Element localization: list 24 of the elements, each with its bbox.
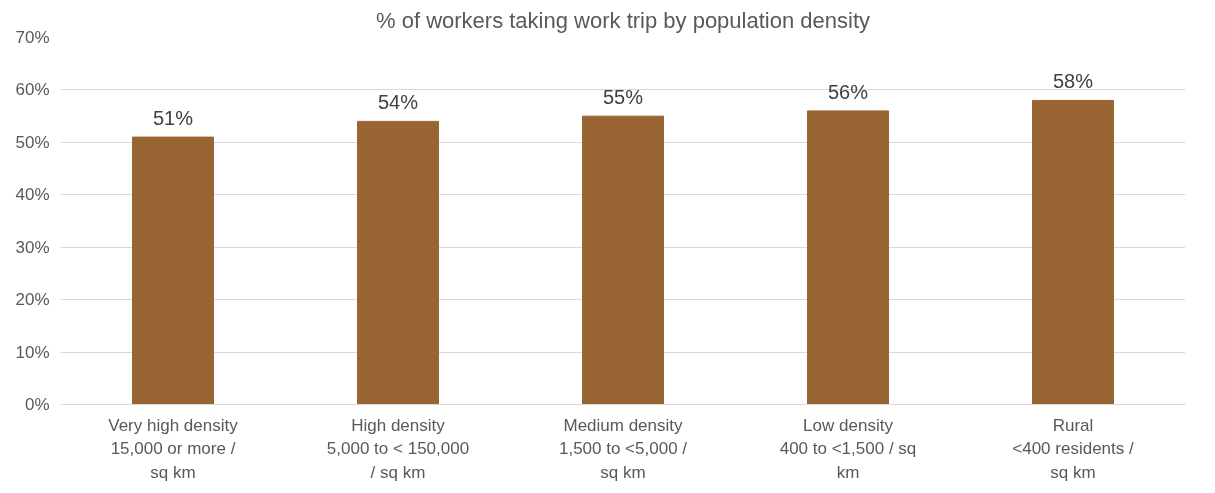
bar [582,115,664,405]
y-tick-label: 20% [15,290,50,310]
data-label: 56% [827,80,869,103]
x-tick-label: Rural <400 residents / sq km [1012,415,1134,482]
y-tick-label: 70% [15,28,50,47]
y-tick-label: 60% [15,80,50,100]
y-tick-label: 50% [15,132,50,152]
x-tick-label: Very high density 15,000 or more / sq km [108,415,239,482]
y-tick-label: 30% [15,237,50,257]
y-tick-label: 40% [15,185,50,205]
y-tick-label: 10% [15,342,50,362]
x-tick-label: High density 5,000 to < 150,000 / sq km [326,415,470,482]
bar [132,136,214,405]
chart-title: % of workers taking work trip by population density [375,7,871,33]
data-label: 55% [602,86,644,109]
bar [357,120,439,405]
x-tick-label: Medium density 1,500 to <5,000 / sq km [558,415,688,482]
bar [1032,99,1114,405]
data-label: 54% [377,91,419,114]
x-tick-label: Low density 400 to <1,500 / sq km [779,415,917,482]
data-label: 58% [1052,70,1094,93]
y-tick-label: 0% [24,395,50,414]
bar [807,110,889,405]
data-label: 51% [152,107,194,130]
